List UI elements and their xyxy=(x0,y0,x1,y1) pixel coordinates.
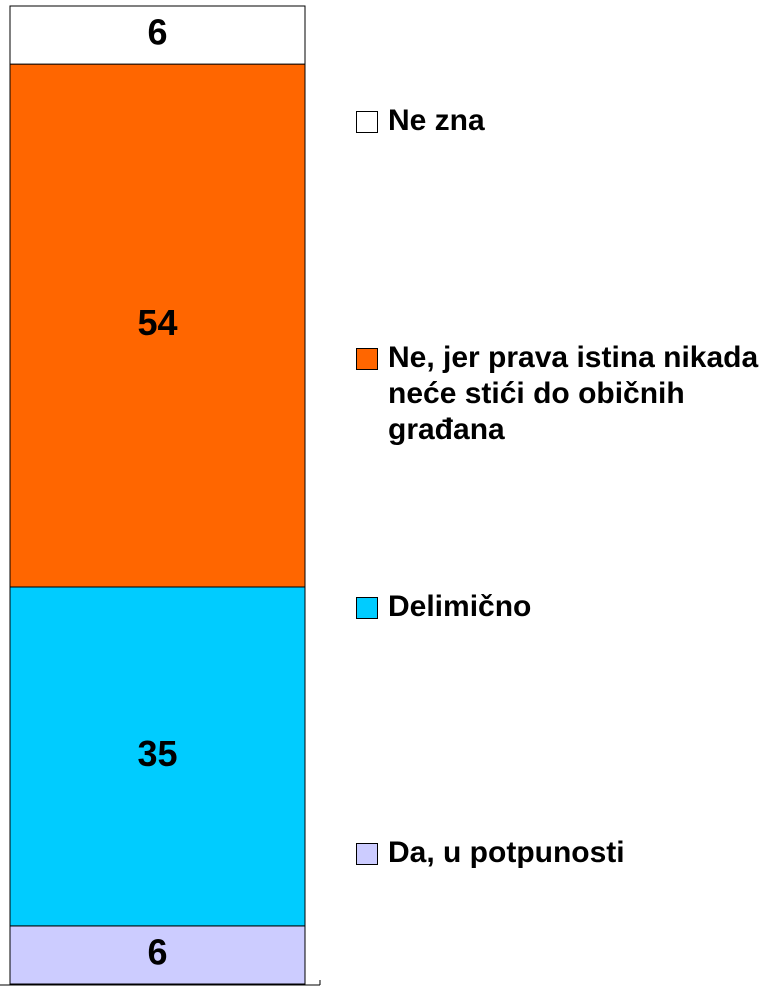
legend-swatch xyxy=(356,597,378,619)
bar-segment xyxy=(9,586,306,927)
legend-swatch xyxy=(356,843,378,865)
data-label: 6 xyxy=(147,931,167,972)
legend-label: Ne, jer prava istina nikada neće stići d… xyxy=(388,341,759,446)
legend-swatch xyxy=(356,348,378,370)
legend-item: Da, u potpunosti xyxy=(356,835,766,871)
legend-item: Ne zna xyxy=(356,103,766,139)
data-label: 35 xyxy=(137,733,177,774)
legend-label: Delimično xyxy=(388,590,532,623)
legend-item: Delimično xyxy=(356,589,766,625)
data-label: 54 xyxy=(137,302,177,343)
legend-label: Da, u potpunosti xyxy=(388,836,625,869)
legend-item: Ne, jer prava istina nikada neće stići d… xyxy=(356,340,766,448)
bar-segment xyxy=(9,63,306,588)
legend-label: Ne zna xyxy=(388,104,485,137)
data-label: 6 xyxy=(147,12,167,53)
bar-segment xyxy=(9,925,306,985)
bar-segment xyxy=(9,5,306,65)
legend-swatch xyxy=(356,111,378,133)
